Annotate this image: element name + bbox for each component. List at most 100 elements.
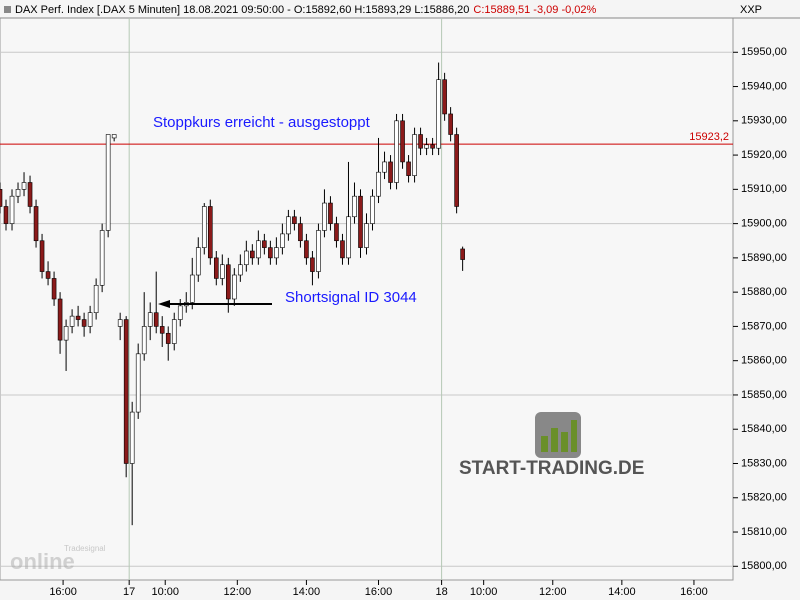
x-tick-label: 12:00	[539, 586, 567, 598]
candle-body	[105, 134, 111, 231]
candle-body	[256, 240, 261, 259]
candle-body	[141, 326, 147, 355]
candle-body	[334, 223, 339, 242]
candle-body	[99, 230, 105, 286]
candle-body	[454, 134, 459, 207]
candle-body	[328, 202, 333, 224]
candle-body	[171, 319, 177, 344]
candle-body	[201, 206, 207, 248]
candle-body	[159, 326, 165, 334]
candle-body	[460, 248, 465, 260]
watermark-product: online	[10, 549, 75, 574]
candle-body	[63, 326, 69, 341]
x-tick-label: 16:00	[49, 586, 77, 598]
candle-body	[244, 250, 249, 266]
annotation: Shortsignal ID 3044	[285, 289, 417, 306]
x-tick-label: 14:00	[608, 586, 636, 598]
candle-body	[370, 195, 375, 224]
candle-body	[220, 264, 225, 279]
candle-body	[274, 247, 279, 259]
y-tick-label: 15800,00	[741, 560, 787, 572]
candle-body	[69, 315, 75, 327]
y-tick-label: 15830,00	[741, 457, 787, 469]
plot-area	[0, 17, 734, 581]
candle-body	[232, 274, 237, 300]
candle-body	[382, 161, 387, 173]
candle-body	[0, 189, 3, 207]
logo-bar	[571, 420, 577, 452]
header: DAX Perf. Index [.DAX 5 Minuten] 18.08.2…	[15, 4, 469, 16]
candle-body	[39, 240, 45, 272]
candles	[0, 62, 465, 526]
candle-body	[352, 195, 357, 218]
candle-body	[286, 216, 291, 235]
y-tick-label: 15870,00	[741, 320, 787, 332]
candle-body	[442, 79, 447, 115]
logo-bar	[561, 432, 568, 452]
y-tick-label: 15810,00	[741, 526, 787, 538]
annotation: Stoppkurs erreicht - ausgestoppt	[153, 114, 371, 131]
logo-bar	[551, 428, 558, 452]
candle-body	[189, 274, 195, 303]
candle-body	[9, 195, 15, 224]
y-tick-label: 15910,00	[741, 183, 787, 195]
x-tick-label: 18	[435, 586, 447, 598]
y-tick-label: 15850,00	[741, 389, 787, 401]
logo-text: START-TRADING.DE	[459, 458, 644, 479]
candle-body	[400, 120, 405, 163]
candle-body	[177, 305, 183, 320]
candle-body	[165, 332, 171, 344]
candle-body	[123, 319, 129, 464]
candle-body	[280, 233, 285, 248]
candle-body	[424, 144, 429, 149]
candle-body	[412, 134, 417, 176]
x-tick-label: 14:00	[293, 586, 321, 598]
candle-body	[310, 257, 315, 272]
x-tick-label: 10:00	[470, 586, 498, 598]
watermark-brand: Tradesignal	[64, 544, 106, 553]
candle-body	[93, 284, 99, 314]
y-tick-label: 15900,00	[741, 218, 787, 230]
header-icon	[4, 6, 11, 13]
x-tick-label: 16:00	[365, 586, 393, 598]
candle-body	[15, 189, 21, 197]
candle-body	[51, 278, 57, 300]
candle-body	[262, 240, 267, 248]
y-tick-label: 15930,00	[741, 115, 787, 127]
candle-body	[238, 264, 243, 276]
candle-body	[436, 79, 441, 149]
y-tick-label: 15890,00	[741, 252, 787, 264]
candle-body	[57, 298, 63, 341]
candle-body	[394, 120, 399, 183]
candle-body	[87, 312, 93, 327]
candle-body	[226, 264, 231, 300]
candle-body	[45, 271, 51, 279]
candle-body	[27, 182, 33, 207]
candle-body	[298, 223, 303, 242]
candle-body	[268, 247, 273, 259]
y-tick-label: 15840,00	[741, 423, 787, 435]
candle-body	[3, 206, 9, 224]
candle-body	[117, 319, 123, 327]
candle-body	[406, 161, 411, 176]
logo-bar	[541, 436, 548, 452]
candle-body	[21, 182, 27, 190]
candle-body	[304, 240, 309, 259]
y-tick-label: 15920,00	[741, 149, 787, 161]
overlay: Stoppkurs erreicht - ausgestoppt Shortsi…	[10, 114, 644, 574]
candle-body	[81, 319, 87, 327]
candle-body	[292, 216, 297, 224]
y-tick-label: 15950,00	[741, 46, 787, 58]
y-tick-label: 15820,00	[741, 492, 787, 504]
stop-label: 15923,2	[689, 131, 729, 143]
candle-body	[195, 247, 201, 276]
candle-body	[388, 161, 393, 183]
candle-body	[346, 216, 351, 259]
candle-body	[448, 113, 453, 135]
candle-body	[213, 257, 219, 279]
candle-body	[129, 411, 135, 464]
candle-body	[418, 134, 423, 149]
watermark: Tradesignal online	[10, 544, 106, 574]
candle-body	[75, 315, 81, 320]
